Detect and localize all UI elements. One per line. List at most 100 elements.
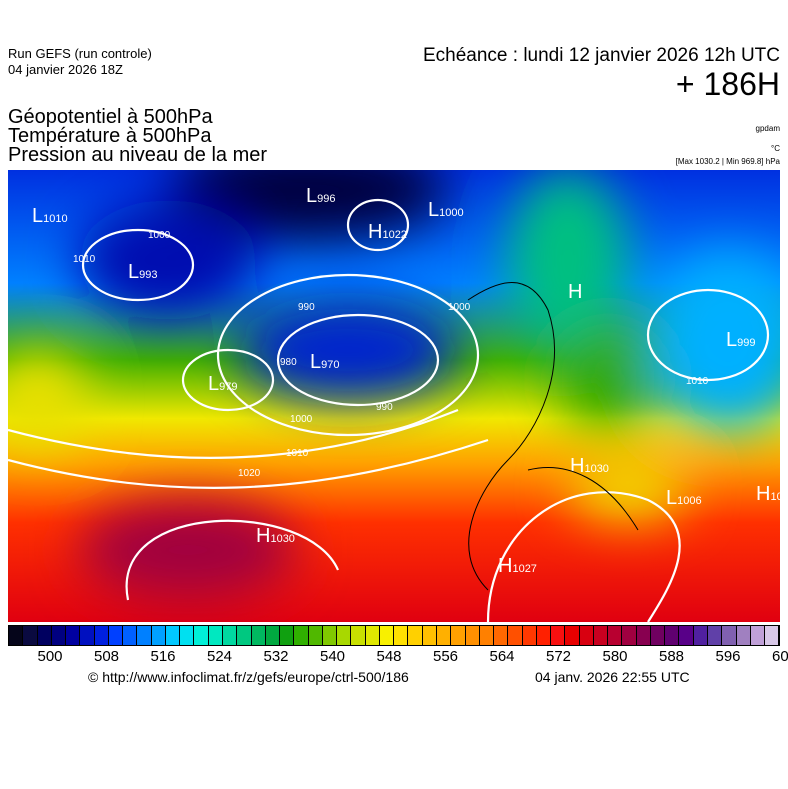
title-line: Pression au niveau de la mer [8,144,268,166]
svg-text:L996: L996 [306,185,335,207]
title-line: Géopotentiel à 500hPa [8,106,213,128]
color-scale-cell [351,626,366,645]
source-url[interactable]: © http://www.infoclimat.fr/z/gefs/europe… [88,669,409,685]
color-scale-cell [750,626,766,645]
color-scale-cell [23,626,38,645]
isobar [486,491,681,622]
color-scale-cell [151,626,166,645]
color-scale-cell [736,626,751,645]
color-scale-tick: 524 [206,648,233,665]
color-scale-tick: 540 [319,648,346,665]
color-scale-cell [280,626,295,645]
unit-geopot: gpdam [755,124,780,133]
color-scale-tick: 548 [376,648,402,665]
color-scale [8,625,780,646]
color-scale-tick: 500 [37,648,63,665]
valid-time: Echéance : lundi 12 janvier 2026 12h UTC [422,45,780,66]
color-scale-cell [636,626,651,645]
svg-text:H1030: H1030 [256,525,295,547]
color-scale-cell [565,626,580,645]
svg-text:990: 990 [298,302,315,313]
color-scale-cell [108,626,124,645]
lead-time: + 186H [675,66,780,102]
color-scale-cell [208,626,223,645]
isobar [646,288,770,382]
run-date: 04 janvier 2026 18Z [8,62,123,77]
color-scale-cell [679,626,694,645]
color-scale-cell [408,626,423,645]
color-scale-cell [180,626,195,645]
color-scale-cell [94,626,109,645]
svg-text:L999: L999 [726,329,755,351]
color-scale-cell [137,626,152,645]
color-scale-tick: 588 [658,648,685,665]
color-scale-cell [650,626,666,645]
isobar [181,348,275,412]
title-line: Température à 500hPa [8,125,212,147]
svg-text:L970: L970 [310,351,339,373]
svg-text:L1006: L1006 [666,487,702,509]
map-title: Géopotentiel à 500hPa Température à 500h… [8,106,268,166]
isobar [346,198,410,252]
color-scale-cell [337,626,352,645]
color-scale-cell [251,626,266,645]
svg-text:1000: 1000 [148,230,171,241]
color-scale-cell [123,626,138,645]
color-scale-tick: 580 [602,648,628,665]
color-scale-cell [422,626,437,645]
color-scale-cell [551,626,566,645]
color-scale-cell [536,626,552,645]
pressure-centers: L1010 L993 L996 H1022 L1000 L979 L970 L9… [32,185,780,577]
color-scale-cell [622,626,637,645]
svg-text:1020: 1020 [238,468,261,479]
coastlines [467,282,639,591]
color-scale-cell [479,626,495,645]
svg-text:1010: 1010 [73,254,96,265]
color-scale-cell [508,626,523,645]
isobar-labels: 1000 1010 990 1000 1010 1020 990 980 100… [73,230,709,479]
color-scale-cell [522,626,537,645]
color-scale-cell [693,626,709,645]
svg-text:H1027: H1027 [498,555,537,577]
color-scale-tick: 596 [715,648,741,665]
color-scale-cell [308,626,323,645]
color-scale-cell [379,626,395,645]
isobar [125,519,340,601]
color-scale-tick: 556 [432,648,459,665]
svg-text:990: 990 [376,402,393,413]
color-scale-tick: 572 [545,648,572,665]
isobar [8,408,459,459]
color-scale-cell [436,626,452,645]
color-scale-cell [579,626,594,645]
color-scale-cell [494,626,509,645]
isobar [81,228,195,302]
isobar [276,313,440,407]
svg-text:L979: L979 [208,373,237,395]
unit-temp: °C [771,144,780,153]
color-scale-cell [194,626,209,645]
color-scale-cell [765,626,780,645]
svg-text:L1000: L1000 [428,199,464,221]
svg-text:1010: 1010 [286,448,309,459]
color-scale-cell [394,626,409,645]
color-scale-cell [465,626,480,645]
color-scale-cell [51,626,67,645]
svg-text:H1022: H1022 [368,221,407,243]
color-scale-cell [37,626,52,645]
map-svg: L1010 L993 L996 H1022 L1000 L979 L970 L9… [8,170,780,622]
color-scale-cell [322,626,338,645]
color-scale-tick: 532 [263,648,289,665]
color-scale-tick: 516 [150,648,176,665]
color-scale-tick: 604 [771,648,788,665]
svg-text:L993: L993 [128,261,157,283]
svg-text:980: 980 [280,357,297,368]
generated-time: 04 janv. 2026 22:55 UTC [535,669,690,685]
svg-text:H: H [568,281,582,303]
svg-text:1010: 1010 [686,376,709,387]
color-scale-cell [265,626,281,645]
color-scale-cell [294,626,309,645]
weather-map: L1010 L993 L996 H1022 L1000 L979 L970 L9… [8,170,780,622]
isobar [8,438,489,489]
svg-text:1000: 1000 [290,414,313,425]
color-scale-cell [237,626,252,645]
